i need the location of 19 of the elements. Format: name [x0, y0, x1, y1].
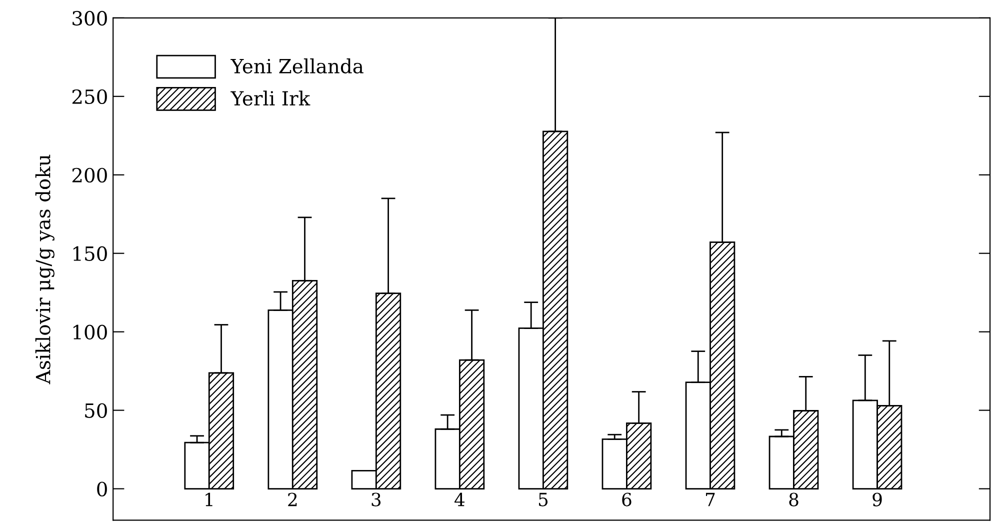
x-tick-label: 5: [538, 492, 548, 506]
x-tick-label: 4: [454, 492, 465, 506]
legend-label: Yerli Irk: [230, 90, 310, 106]
x-tick-label: 9: [872, 492, 882, 506]
y-tick-label: 150: [73, 246, 107, 262]
y-tick-label: 50: [85, 403, 107, 418]
y-tick-label: 100: [73, 324, 107, 340]
x-tick-label: 1: [206, 492, 212, 506]
x-tick-label: 6: [622, 492, 632, 506]
y-axis-title: Asiklovir μg/g yas doku: [35, 154, 54, 384]
y-tick-label: 250: [72, 89, 107, 104]
x-tick-label: 7: [706, 492, 715, 506]
x-tick-label: 2: [288, 492, 297, 506]
legend-label: Yeni Zellanda: [230, 58, 364, 74]
y-tick-label: 0: [97, 482, 107, 496]
y-tick-label: 200: [72, 168, 107, 183]
x-tick-label: 3: [372, 492, 381, 506]
x-tick-label: 8: [789, 492, 798, 506]
y-tick-label: 300: [72, 10, 107, 26]
